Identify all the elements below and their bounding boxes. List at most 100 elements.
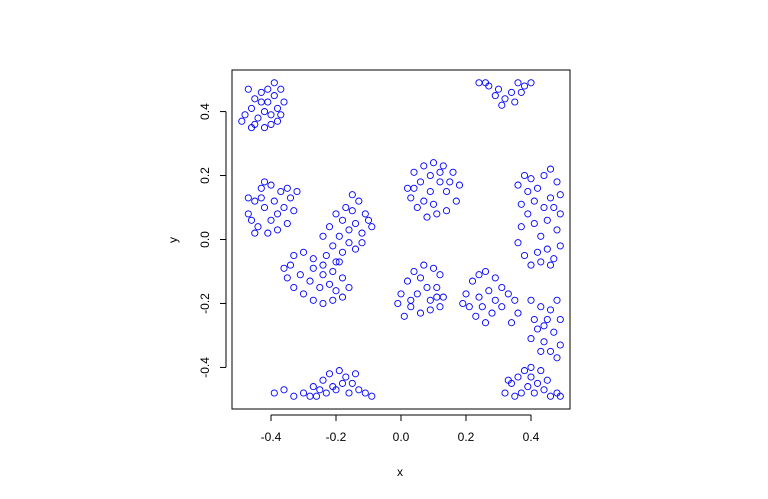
x-tick-label: 0.4 xyxy=(523,430,540,444)
data-point xyxy=(423,213,431,221)
data-point xyxy=(556,315,564,324)
y-tick-label: -0.4 xyxy=(198,357,212,378)
data-point xyxy=(319,271,327,279)
data-point xyxy=(550,255,558,263)
data-point xyxy=(546,306,555,314)
data-point xyxy=(244,210,252,218)
data-point xyxy=(345,239,353,247)
data-point xyxy=(338,379,347,387)
data-point xyxy=(338,216,347,224)
data-point xyxy=(426,187,434,196)
data-point xyxy=(540,338,548,346)
data-point xyxy=(413,290,421,298)
data-point xyxy=(436,168,444,176)
y-tick-label: -0.2 xyxy=(198,293,212,314)
data-point xyxy=(290,392,298,400)
data-point xyxy=(361,389,369,397)
x-axis: -0.4 -0.2 0.0 0.2 0.4 xyxy=(261,414,540,444)
data-point xyxy=(267,181,275,189)
data-point xyxy=(537,258,545,266)
data-point xyxy=(299,248,308,256)
data-point xyxy=(267,111,275,119)
data-point xyxy=(481,267,490,276)
data-point xyxy=(537,347,545,355)
data-point xyxy=(517,389,525,397)
data-point xyxy=(527,335,535,343)
data-point xyxy=(514,79,522,87)
data-point xyxy=(514,309,522,317)
data-point xyxy=(247,104,256,112)
data-point xyxy=(537,232,545,240)
data-point xyxy=(524,383,532,391)
data-point xyxy=(286,261,295,269)
data-point xyxy=(325,223,334,231)
data-point xyxy=(355,386,363,394)
data-point xyxy=(514,239,522,247)
data-points xyxy=(238,79,564,400)
data-point xyxy=(475,293,483,301)
data-point xyxy=(494,85,503,93)
data-point xyxy=(264,85,272,93)
data-point xyxy=(475,271,483,279)
data-point xyxy=(394,299,402,308)
data-point xyxy=(504,376,512,384)
plot-frame xyxy=(231,69,571,410)
data-point xyxy=(533,184,542,192)
y-tick-label: 0.2 xyxy=(198,167,212,184)
data-point xyxy=(407,296,415,304)
data-point xyxy=(400,312,408,320)
data-point xyxy=(251,229,259,237)
data-point xyxy=(410,184,418,192)
data-point xyxy=(442,187,451,196)
data-point xyxy=(351,370,360,378)
data-point xyxy=(306,277,314,285)
data-point xyxy=(257,184,265,192)
data-point xyxy=(553,354,561,362)
data-point xyxy=(413,203,421,212)
data-point xyxy=(459,299,467,308)
data-point xyxy=(530,219,538,228)
y-tick-label: 0.0 xyxy=(198,231,212,248)
data-point xyxy=(260,203,269,212)
data-point xyxy=(244,194,252,202)
data-point xyxy=(335,232,343,240)
data-point xyxy=(537,303,545,311)
data-point xyxy=(290,207,298,215)
data-point xyxy=(329,242,337,250)
data-point xyxy=(543,216,551,224)
data-point xyxy=(348,379,356,387)
data-point xyxy=(322,251,330,260)
data-point xyxy=(368,223,376,231)
data-point xyxy=(325,370,334,378)
data-point xyxy=(309,264,317,272)
data-point xyxy=(407,194,415,202)
data-point xyxy=(517,88,525,96)
data-point xyxy=(449,168,457,176)
data-point xyxy=(260,108,269,116)
data-point xyxy=(416,178,425,186)
data-point xyxy=(283,184,291,192)
data-point xyxy=(273,104,282,112)
data-point xyxy=(273,226,282,234)
data-point xyxy=(485,287,493,295)
data-point xyxy=(533,379,542,387)
data-point xyxy=(319,232,327,240)
data-point xyxy=(433,283,441,292)
data-point xyxy=(514,373,522,381)
data-point xyxy=(338,248,347,256)
data-point xyxy=(254,114,262,122)
data-point xyxy=(264,229,272,237)
data-point xyxy=(553,178,561,186)
data-point xyxy=(511,296,519,304)
data-point xyxy=(488,309,496,317)
data-point xyxy=(514,181,522,189)
data-point xyxy=(439,162,447,170)
data-point xyxy=(329,296,337,304)
data-point xyxy=(517,223,525,231)
data-point xyxy=(364,216,373,224)
data-point xyxy=(361,210,369,218)
data-point xyxy=(277,111,285,119)
data-point xyxy=(358,239,366,247)
data-point xyxy=(524,187,532,196)
